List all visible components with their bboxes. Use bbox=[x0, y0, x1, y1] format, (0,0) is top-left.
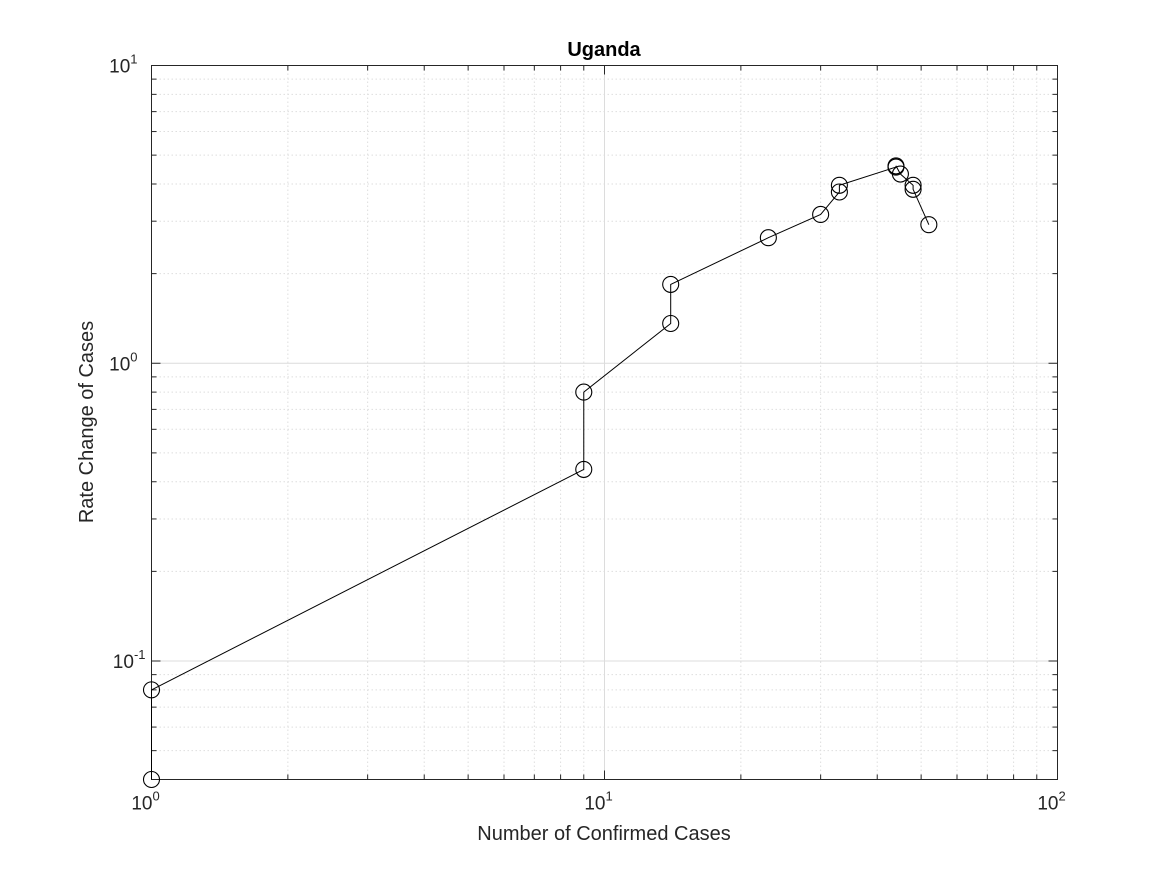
data-point bbox=[887, 157, 905, 175]
data-point bbox=[662, 314, 680, 333]
data-point bbox=[575, 383, 593, 401]
x-tick-labels: 100 101 102 bbox=[131, 789, 1065, 815]
major-gridlines bbox=[151, 65, 1058, 780]
data-point bbox=[142, 770, 161, 789]
data-point bbox=[575, 460, 593, 478]
x-tick-label: 102 bbox=[1037, 789, 1065, 815]
y-tick-label: 10-1 bbox=[113, 647, 146, 673]
y-axis-title: Rate Change of Cases bbox=[76, 321, 98, 523]
chart-title: Uganda bbox=[567, 39, 641, 61]
series-group bbox=[142, 157, 938, 789]
series-line bbox=[151, 165, 930, 780]
data-point bbox=[891, 165, 909, 183]
data-point bbox=[904, 176, 922, 194]
data-point bbox=[759, 229, 777, 247]
x-axis-title: Number of Confirmed Cases bbox=[477, 823, 730, 845]
data-point bbox=[812, 205, 830, 224]
data-point bbox=[920, 216, 938, 234]
y-tick-label: 101 bbox=[109, 52, 137, 78]
x-tick-label: 100 bbox=[131, 789, 159, 815]
x-tick-label: 101 bbox=[584, 789, 612, 815]
data-point bbox=[662, 275, 680, 293]
data-point bbox=[142, 681, 161, 699]
y-tick-labels: 10-1 100 101 bbox=[109, 52, 145, 674]
data-point bbox=[904, 180, 922, 198]
data-point bbox=[830, 183, 848, 201]
data-point bbox=[830, 176, 848, 194]
y-tick-label: 100 bbox=[109, 349, 137, 375]
